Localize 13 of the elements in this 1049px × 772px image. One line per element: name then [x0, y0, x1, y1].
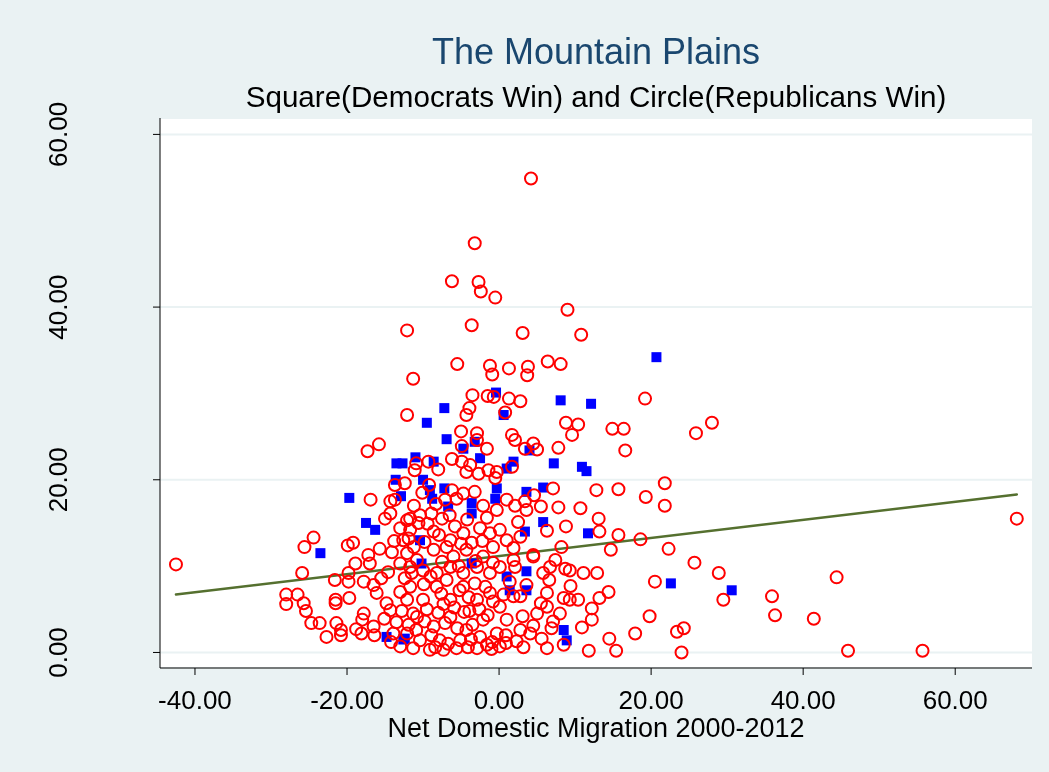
chart-title: The Mountain Plains: [430, 31, 762, 73]
x-tick-label: 40.00: [770, 685, 836, 716]
x-axis-title: Net Domestic Migration 2000-2012: [387, 713, 805, 743]
x-tick-label: -20.00: [310, 685, 384, 716]
x-tick-label: 60.00: [922, 685, 988, 716]
x-tick-label: 20.00: [618, 685, 684, 716]
y-tick-label: 60.00: [43, 101, 73, 167]
x-tick-label: 0.00: [473, 685, 525, 716]
x-tick-label: -40.00: [158, 685, 232, 716]
y-tick-label: 40.00: [43, 274, 73, 340]
y-tick-label: 0.00: [43, 627, 73, 678]
y-tick-label: 20.00: [43, 447, 73, 513]
chart-subtitle: Square(Democrats Win) and Circle(Republicans Win): [244, 80, 948, 114]
